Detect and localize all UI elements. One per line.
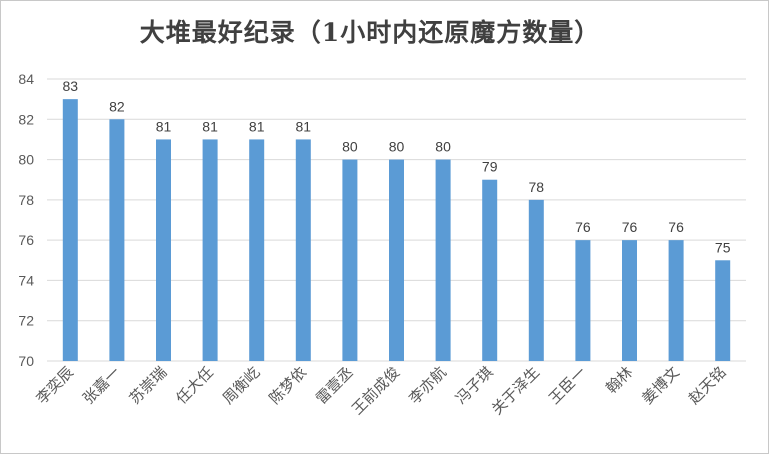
bar: [435, 159, 451, 361]
bar-value-label: 83: [63, 78, 79, 94]
x-tick-label: 关于泽生: [488, 363, 543, 418]
bar: [622, 240, 637, 361]
x-tick-label: 雷壹丞: [312, 363, 357, 408]
bar: [202, 139, 218, 361]
bar-value-label: 81: [296, 118, 312, 134]
x-tick-label: 李亦航: [405, 363, 450, 408]
bar-value-label: 82: [109, 98, 125, 114]
bar: [389, 159, 404, 361]
bar: [295, 139, 311, 361]
bar: [249, 139, 265, 361]
bar-value-label: 76: [622, 219, 638, 235]
bar: [715, 260, 731, 361]
y-axis-ticks: 70 72 74 76 78 80 82 84: [18, 71, 34, 369]
y-tick-label: 78: [18, 192, 34, 208]
bar: [109, 119, 125, 362]
chart-title: 大堆最好纪录（1小时内还原魔方数量）: [139, 18, 601, 47]
x-tick-label: 苏崇瑞: [126, 363, 171, 408]
x-tick-label: 王臣一: [545, 363, 590, 408]
bar-value-label: 80: [342, 139, 358, 155]
x-tick-label: 翰林: [602, 363, 636, 397]
y-tick-label: 84: [18, 71, 34, 87]
bar: [575, 240, 591, 361]
bar: [482, 179, 498, 361]
x-tick-label: 任大任: [172, 363, 217, 408]
bar-value-label: 81: [156, 118, 172, 134]
x-tick-label: 李奕辰: [33, 363, 78, 408]
bar-value-label: 80: [389, 139, 405, 155]
data-labels: 83 82 81 81 81 81 80 80 80 79 78 76 76 76 75: [63, 78, 731, 255]
x-tick-label: 赵天铭: [685, 363, 730, 408]
bar: [156, 139, 171, 361]
bar-value-label: 79: [482, 159, 498, 175]
bar: [528, 199, 544, 361]
bars: [62, 99, 731, 362]
x-tick-label: 王前成俊: [348, 363, 403, 418]
bar: [668, 240, 684, 361]
bar-value-label: 75: [715, 239, 731, 255]
bar-value-label: 78: [529, 179, 545, 195]
x-tick-label: 陈梦依: [266, 363, 311, 408]
bar-value-label: 81: [249, 118, 265, 134]
x-tick-label: 姜博文: [638, 363, 683, 408]
y-tick-label: 74: [18, 272, 34, 288]
bar-value-label: 80: [435, 139, 451, 155]
bar-value-label: 81: [202, 118, 218, 134]
y-tick-label: 72: [18, 313, 34, 329]
bar-value-label: 76: [668, 219, 684, 235]
y-tick-label: 82: [18, 111, 34, 127]
y-tick-label: 80: [18, 152, 34, 168]
bar-value-label: 76: [575, 219, 591, 235]
x-tick-label: 张嘉一: [79, 363, 124, 408]
bar: [342, 159, 358, 361]
x-tick-label: 冯子琪: [452, 363, 497, 408]
x-tick-label: 周衡屹: [219, 363, 264, 408]
y-tick-label: 76: [18, 232, 34, 248]
y-tick-label: 70: [18, 353, 34, 369]
bar: [62, 99, 78, 362]
